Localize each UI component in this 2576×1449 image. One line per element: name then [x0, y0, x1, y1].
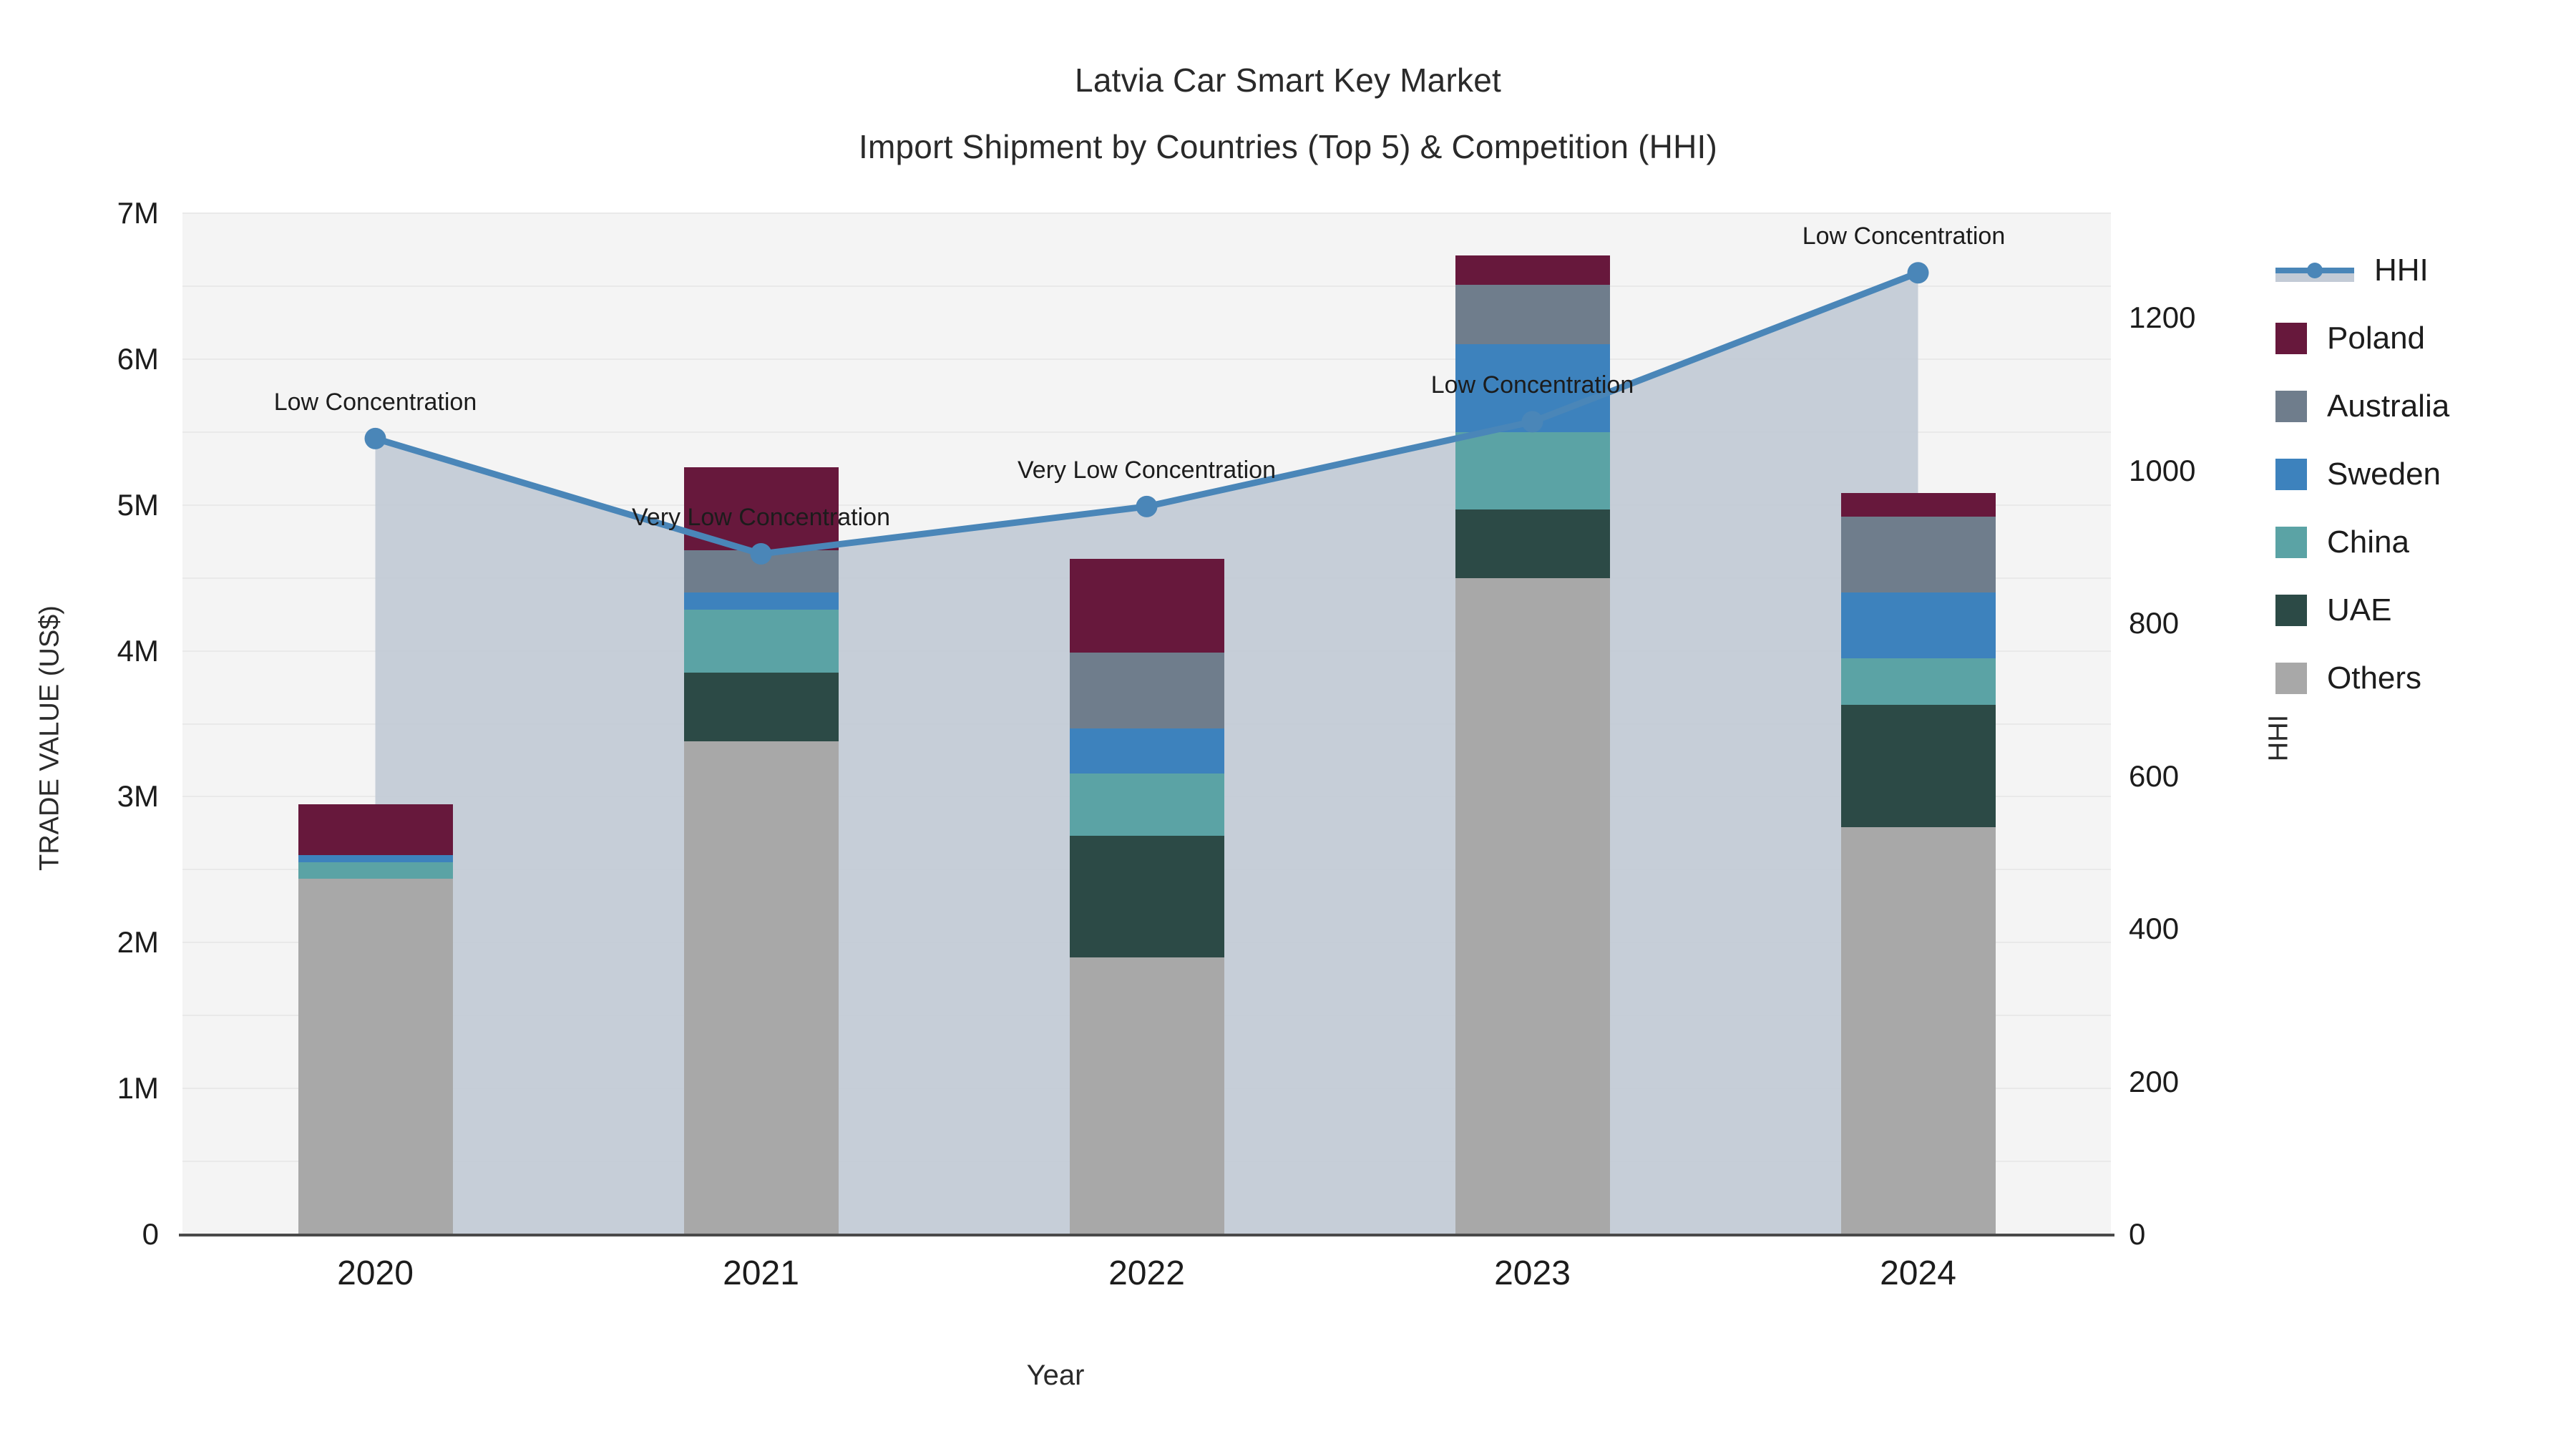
chart-title-line1: Latvia Car Smart Key Market [1075, 62, 1501, 99]
bar-segment-others[interactable] [298, 878, 453, 1234]
chart-subtitle-line2: Import Shipment by Countries (Top 5) & C… [859, 128, 1717, 165]
legend-item-uae[interactable]: UAE [2275, 576, 2576, 644]
bar-segment-sweden[interactable] [1840, 592, 1996, 658]
legend-line-marker-icon [2275, 255, 2354, 286]
gridline [182, 213, 2111, 214]
y-tick-left-1M: 1M [117, 1071, 159, 1106]
bar-segment-uae[interactable] [1069, 836, 1224, 957]
annotation-2023: Low Concentration [1430, 371, 1634, 399]
bar-segment-others[interactable] [1840, 827, 1996, 1234]
bar-segment-poland[interactable] [1840, 493, 1996, 517]
bar-segment-sweden[interactable] [1069, 728, 1224, 774]
y-tick-left-7M: 7M [117, 196, 159, 230]
bar-segment-sweden[interactable] [298, 854, 453, 863]
x-tick-2022[interactable]: 2022 [1108, 1254, 1185, 1292]
bar-segment-others[interactable] [683, 741, 839, 1234]
legend-swatch-icon [2275, 594, 2307, 626]
legend-swatch-icon [2275, 390, 2307, 422]
legend-item-hhi[interactable]: HHI [2275, 236, 2576, 304]
bar-group-2022[interactable] [1069, 0, 1224, 1449]
annotation-2021: Very Low Concentration [632, 504, 890, 532]
legend-swatch-icon [2275, 526, 2307, 558]
gridline [182, 285, 2111, 287]
legend-item-australia[interactable]: Australia [2275, 372, 2576, 440]
x-tick-2023[interactable]: 2023 [1494, 1254, 1571, 1292]
x-tick-2024[interactable]: 2024 [1880, 1254, 1956, 1292]
legend-item-sweden[interactable]: Sweden [2275, 440, 2576, 508]
legend-swatch-icon [2275, 322, 2307, 354]
y-axis-left-title: TRADE VALUE (US$) [34, 605, 65, 871]
legend: HHI Poland Australia Sweden China UAE Others [2275, 236, 2576, 712]
bar-segment-poland[interactable] [1069, 559, 1224, 653]
y-tick-left-0: 0 [142, 1217, 159, 1251]
x-tick-2020[interactable]: 2020 [337, 1254, 414, 1292]
legend-label: China [2327, 524, 2409, 560]
legend-swatch-icon [2275, 662, 2307, 694]
bar-segment-china[interactable] [683, 610, 839, 673]
x-axis-title: Year [1026, 1360, 1085, 1391]
hhi-marker-2023[interactable] [1521, 411, 1543, 433]
y-tick-right-0: 0 [2129, 1217, 2146, 1251]
gridline [182, 431, 2111, 433]
bar-segment-australia[interactable] [1455, 284, 1610, 345]
hhi-marker-2020[interactable] [364, 427, 386, 449]
bar-group-2021[interactable] [683, 0, 839, 1449]
bar-segment-others[interactable] [1069, 957, 1224, 1234]
bar-segment-china[interactable] [1455, 431, 1610, 509]
x-tick-2021[interactable]: 2021 [723, 1254, 799, 1292]
annotation-2022: Very Low Concentration [1018, 456, 1276, 484]
bar-group-2020[interactable] [298, 0, 453, 1449]
legend-label: Australia [2327, 388, 2450, 424]
bar-segment-australia[interactable] [1840, 517, 1996, 593]
y-tick-left-3M: 3M [117, 779, 159, 814]
bar-segment-others[interactable] [1455, 577, 1610, 1234]
hhi-marker-2022[interactable] [1136, 495, 1158, 517]
gridline [182, 358, 2111, 360]
hhi-marker-2024[interactable] [1907, 262, 1929, 284]
y-tick-right-200: 200 [2129, 1064, 2180, 1098]
bar-group-2024[interactable] [1840, 0, 1996, 1449]
legend-item-others[interactable]: Others [2275, 644, 2576, 712]
bar-segment-uae[interactable] [1840, 704, 1996, 828]
y-tick-left-6M: 6M [117, 341, 159, 376]
legend-label: HHI [2374, 252, 2429, 288]
legend-label: Sweden [2327, 456, 2441, 492]
bar-segment-china[interactable] [298, 862, 453, 879]
legend-swatch-icon [2275, 458, 2307, 490]
y-tick-left-2M: 2M [117, 925, 159, 960]
y-tick-right-600: 600 [2129, 758, 2180, 793]
y-tick-right-400: 400 [2129, 912, 2180, 946]
y-tick-right-1000: 1000 [2129, 453, 2196, 487]
y-tick-left-5M: 5M [117, 487, 159, 522]
annotation-2024: Low Concentration [1802, 223, 2006, 250]
x-axis-line [179, 1234, 2114, 1236]
legend-item-poland[interactable]: Poland [2275, 304, 2576, 372]
bar-segment-china[interactable] [1069, 773, 1224, 836]
bar-segment-uae[interactable] [683, 673, 839, 741]
bar-segment-uae[interactable] [1455, 509, 1610, 578]
legend-item-china[interactable]: China [2275, 508, 2576, 576]
y-tick-left-4M: 4M [117, 633, 159, 668]
bar-segment-china[interactable] [1840, 658, 1996, 705]
bar-segment-sweden[interactable] [683, 592, 839, 610]
annotation-2020: Low Concentration [273, 388, 477, 416]
legend-label: Poland [2327, 320, 2426, 356]
legend-label: Others [2327, 660, 2422, 696]
legend-label: UAE [2327, 592, 2392, 628]
y-tick-right-1200: 1200 [2129, 301, 2196, 335]
bar-segment-poland[interactable] [298, 804, 453, 855]
hhi-marker-2021[interactable] [750, 543, 772, 565]
bar-segment-poland[interactable] [1455, 255, 1610, 285]
bar-segment-australia[interactable] [1069, 652, 1224, 728]
y-tick-right-800: 800 [2129, 606, 2180, 640]
